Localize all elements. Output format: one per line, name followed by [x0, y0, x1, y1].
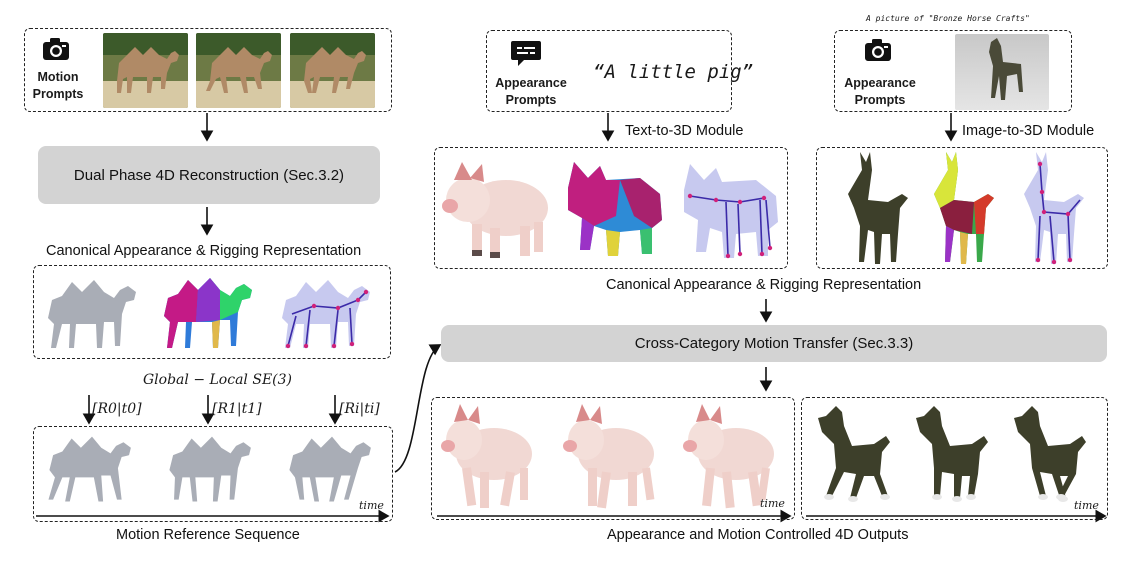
horse-output-frame-2 [916, 406, 988, 502]
transform-1: [R1|t1] [212, 401, 262, 417]
camel-mesh-gray [48, 280, 136, 348]
canonical-representation-label-right: Canonical Appearance & Rigging Represent… [606, 277, 922, 293]
time-label-pig: time [760, 497, 785, 510]
pig-canonical-panel [434, 147, 788, 269]
text-prompt-value: “A little pig” [593, 61, 754, 83]
horse-output-panel [801, 397, 1108, 520]
motion-reference-panel [33, 426, 393, 522]
image-prompt-caption: A picture of "Bronze Horse Crafts" [866, 14, 1030, 23]
motion-prompts-panel [24, 28, 392, 112]
bronze-horse-photo [955, 34, 1049, 110]
camel-pose-2 [169, 436, 251, 502]
pig-mesh-textured [442, 162, 548, 258]
horse-canonical-panel [816, 147, 1108, 269]
pig-output-panel [431, 397, 795, 520]
dual-phase-reconstruction-box: Dual Phase 4D Reconstruction (Sec.3.2) [38, 146, 380, 204]
outputs-label: Appearance and Motion Controlled 4D Outp… [607, 527, 909, 543]
cross-category-motion-transfer-box: Cross-Category Motion Transfer (Sec.3.3) [441, 325, 1107, 362]
text-prompt-panel [486, 30, 732, 112]
image-prompt-panel [834, 30, 1072, 112]
motion-prompts-label: Motion Prompts [32, 70, 84, 101]
appearance-prompts-label-image: Appearance Prompts [844, 76, 916, 107]
camel-photo-3 [290, 33, 375, 108]
horse-rigging-skeleton [1024, 152, 1084, 265]
transform-0: [R0|t0] [92, 401, 142, 417]
pig-output-frame-2 [563, 404, 655, 509]
camel-rigging-skeleton [282, 280, 370, 349]
horse-segmented-colored [934, 152, 994, 264]
camel-canonical-panel [33, 265, 391, 359]
pig-output-frame-3 [683, 404, 774, 509]
camel-pose-3 [289, 436, 371, 502]
camera-icon [42, 37, 70, 66]
time-label-left: time [359, 499, 384, 512]
horse-mesh-textured [848, 152, 908, 264]
camel-segmented-colored [164, 278, 252, 348]
text-prompt-icon [511, 38, 541, 73]
se3-label: Global − Local SE(3) [143, 372, 292, 388]
motion-reference-sequence-label: Motion Reference Sequence [116, 527, 300, 543]
camel-pose-1 [48, 436, 131, 502]
pig-segmented-colored [568, 162, 662, 256]
pig-rigging-skeleton [684, 164, 778, 259]
camel-photo-2 [196, 33, 281, 108]
time-label-horse: time [1074, 499, 1099, 512]
canonical-representation-label-left: Canonical Appearance & Rigging Represent… [46, 243, 362, 259]
text-to-3d-module-label: Text-to-3D Module [625, 123, 744, 139]
horse-output-frame-1 [818, 406, 890, 502]
image-to-3d-module-label: Image-to-3D Module [962, 123, 1095, 139]
camel-photo-1 [103, 33, 188, 108]
horse-output-frame-3 [1014, 406, 1086, 502]
pig-output-frame-1 [441, 404, 532, 508]
transform-i: [Ri|ti] [339, 401, 380, 417]
appearance-prompts-label-text: Appearance Prompts [495, 76, 567, 107]
camera-icon [864, 38, 892, 67]
